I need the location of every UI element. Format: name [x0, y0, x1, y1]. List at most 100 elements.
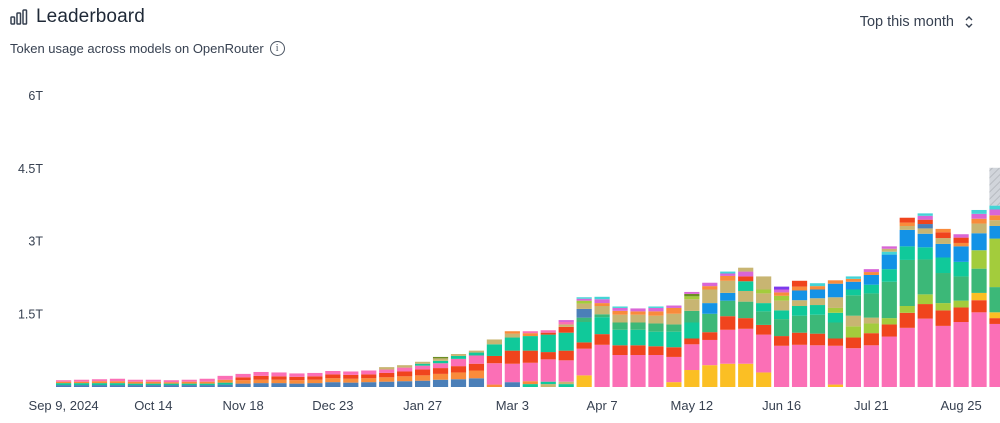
bar-segment[interactable] — [432, 363, 449, 369]
bar-segment[interactable] — [486, 344, 502, 356]
bar-segment[interactable] — [630, 308, 646, 312]
bar-segment[interactable] — [827, 283, 844, 298]
bar-segment[interactable] — [917, 247, 933, 260]
bar-segment[interactable] — [522, 331, 538, 334]
bar-segment[interactable] — [576, 298, 592, 301]
bar[interactable] — [881, 246, 897, 387]
bar-segment[interactable] — [666, 324, 682, 332]
bar-segment[interactable] — [720, 292, 736, 301]
bar[interactable] — [666, 305, 682, 387]
bar-segment[interactable] — [127, 379, 143, 382]
bar-segment[interactable] — [827, 345, 844, 385]
bar-segment[interactable] — [989, 287, 1000, 313]
bar-segment[interactable] — [307, 383, 323, 387]
bar-segment[interactable] — [217, 375, 233, 380]
bar-segment[interactable] — [540, 359, 556, 382]
bar-segment[interactable] — [917, 213, 933, 216]
bar-segment[interactable] — [379, 369, 395, 373]
bar-segment[interactable] — [109, 381, 126, 384]
bar-segment[interactable] — [504, 350, 520, 364]
bar[interactable] — [791, 280, 808, 388]
bar-segment[interactable] — [971, 233, 987, 251]
bar-segment[interactable] — [504, 382, 520, 387]
bar-segment[interactable] — [522, 350, 538, 363]
bar-segment[interactable] — [684, 291, 700, 294]
bar-segment[interactable] — [253, 379, 269, 384]
bar-segment[interactable] — [684, 322, 700, 339]
bar-segment[interactable] — [361, 370, 377, 375]
bar-segment[interactable] — [899, 217, 915, 223]
bar-segment[interactable] — [612, 307, 628, 311]
bar-segment[interactable] — [415, 380, 431, 387]
bar-segment[interactable] — [109, 385, 126, 387]
bar-segment[interactable] — [702, 282, 718, 287]
bar[interactable] — [163, 380, 179, 387]
bar-segment[interactable] — [468, 355, 485, 364]
bar-segment[interactable] — [361, 382, 377, 387]
bar-segment[interactable] — [827, 307, 844, 313]
bar-segment[interactable] — [881, 269, 897, 282]
bar-segment[interactable] — [791, 286, 808, 291]
bar-segment[interactable] — [432, 360, 449, 364]
bar-segment[interactable] — [756, 276, 772, 290]
bar-segment[interactable] — [540, 334, 556, 353]
bar-segment[interactable] — [738, 301, 754, 319]
bar-segment[interactable] — [720, 363, 736, 387]
bar[interactable] — [684, 291, 700, 387]
bar-segment[interactable] — [612, 345, 628, 355]
bar-segment[interactable] — [594, 303, 610, 307]
bar-segment[interactable] — [558, 322, 574, 325]
bar-segment[interactable] — [684, 293, 700, 297]
bar-segment[interactable] — [738, 271, 754, 277]
bar-segment[interactable] — [253, 375, 269, 380]
bar-segment[interactable] — [971, 223, 987, 234]
bar-segment[interactable] — [612, 354, 628, 387]
bar-segment[interactable] — [989, 209, 1000, 216]
bar-segment[interactable] — [56, 380, 72, 382]
bar-segment[interactable] — [576, 317, 592, 323]
bar[interactable] — [935, 228, 951, 387]
bar-segment[interactable] — [486, 355, 502, 364]
bar[interactable] — [738, 267, 754, 387]
bar-segment[interactable] — [594, 314, 610, 318]
bar-segment[interactable] — [109, 378, 126, 382]
bar-segment[interactable] — [666, 307, 682, 314]
bar-segment[interactable] — [91, 383, 108, 386]
bar-segment[interactable] — [540, 352, 556, 360]
bar-segment[interactable] — [594, 296, 610, 300]
bar-segment[interactable] — [863, 345, 879, 387]
bar-segment[interactable] — [899, 229, 915, 247]
bar-segment[interactable] — [899, 259, 915, 306]
bar-segment[interactable] — [702, 365, 718, 387]
bar-segment[interactable] — [809, 305, 826, 315]
bar-segment[interactable] — [56, 381, 72, 384]
bar-segment[interactable] — [163, 382, 179, 384]
bar-segment[interactable] — [702, 313, 718, 333]
bar-segment[interactable] — [684, 370, 700, 387]
bar-segment[interactable] — [91, 379, 108, 382]
bar-segment[interactable] — [558, 384, 574, 387]
bar-segment[interactable] — [145, 379, 161, 382]
bar-segment[interactable] — [774, 310, 790, 320]
bar-segment[interactable] — [989, 312, 1000, 319]
bar-segment[interactable] — [432, 368, 449, 374]
bar-segment[interactable] — [199, 385, 215, 387]
bar-segment[interactable] — [989, 215, 1000, 221]
bar-segment[interactable] — [881, 324, 897, 337]
bar-segment[interactable] — [361, 374, 377, 379]
bar-segment[interactable] — [827, 312, 844, 323]
bar-segment[interactable] — [594, 299, 610, 304]
bar-segment[interactable] — [504, 363, 520, 383]
bar-segment[interactable] — [576, 322, 592, 343]
bar-segment[interactable] — [379, 377, 395, 382]
bar[interactable] — [109, 378, 126, 387]
bar[interactable] — [756, 276, 772, 387]
bar-segment[interactable] — [863, 333, 879, 346]
bar-segment[interactable] — [971, 300, 987, 313]
bar[interactable] — [432, 356, 449, 387]
bar-segment[interactable] — [863, 272, 879, 275]
bar-segment[interactable] — [630, 345, 646, 355]
bar-segment[interactable] — [397, 381, 413, 387]
bar-segment[interactable] — [343, 378, 359, 383]
bar-segment[interactable] — [630, 311, 646, 315]
